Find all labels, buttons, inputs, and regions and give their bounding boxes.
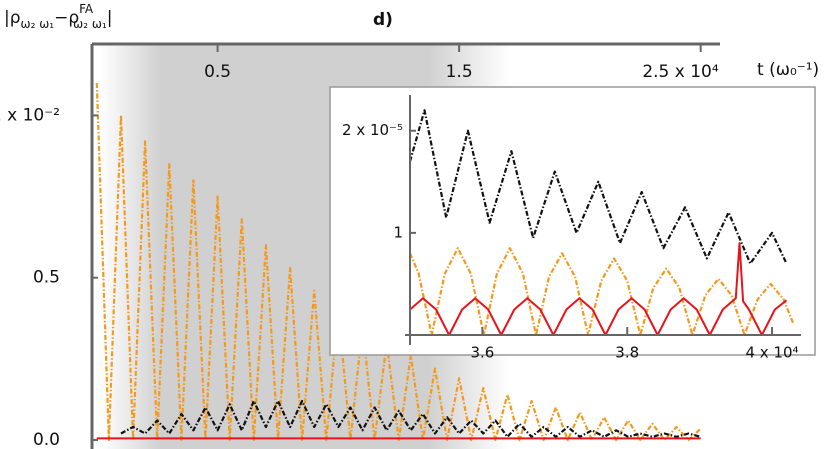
x-tick-label: 1.5: [446, 62, 473, 82]
data-line: [95, 82, 702, 442]
y-label-part: |: [107, 8, 113, 28]
y-tick-label: 1: [393, 223, 403, 241]
data-line: [409, 242, 788, 336]
y-tick-label: 0.0: [33, 430, 60, 449]
y-tick-label: 1 x 10⁻²: [0, 105, 60, 125]
inset-plot: [408, 109, 795, 337]
y-axis-label: |ρω₂ ω₁−ρFA ω₂ ω₁|: [4, 2, 112, 31]
y-label-part: ω₂ ω₁: [21, 17, 55, 31]
data-line: [120, 399, 701, 438]
x-tick-label: 3.8: [615, 344, 639, 362]
y-tick-label: 2 x 10⁻⁵: [342, 121, 403, 139]
y-label-part: ω₂ ω₁: [73, 17, 107, 31]
x-axis-label: t (ω₀⁻¹): [757, 60, 819, 80]
y-label-part: |ρ: [4, 8, 21, 28]
x-tick-label: 3.6: [470, 344, 494, 362]
y-label-part: −ρ: [54, 8, 79, 28]
y-label-part: FA: [79, 2, 94, 16]
x-tick-label: 4 x 10⁴: [746, 344, 799, 362]
x-tick-label: 0.5: [204, 62, 231, 82]
data-line: [408, 109, 788, 265]
main-plot: [95, 82, 702, 442]
chart-title: d): [373, 10, 393, 30]
y-tick-label: 0.5: [33, 268, 60, 288]
x-tick-label: 2.5 x 10⁴: [642, 62, 719, 82]
